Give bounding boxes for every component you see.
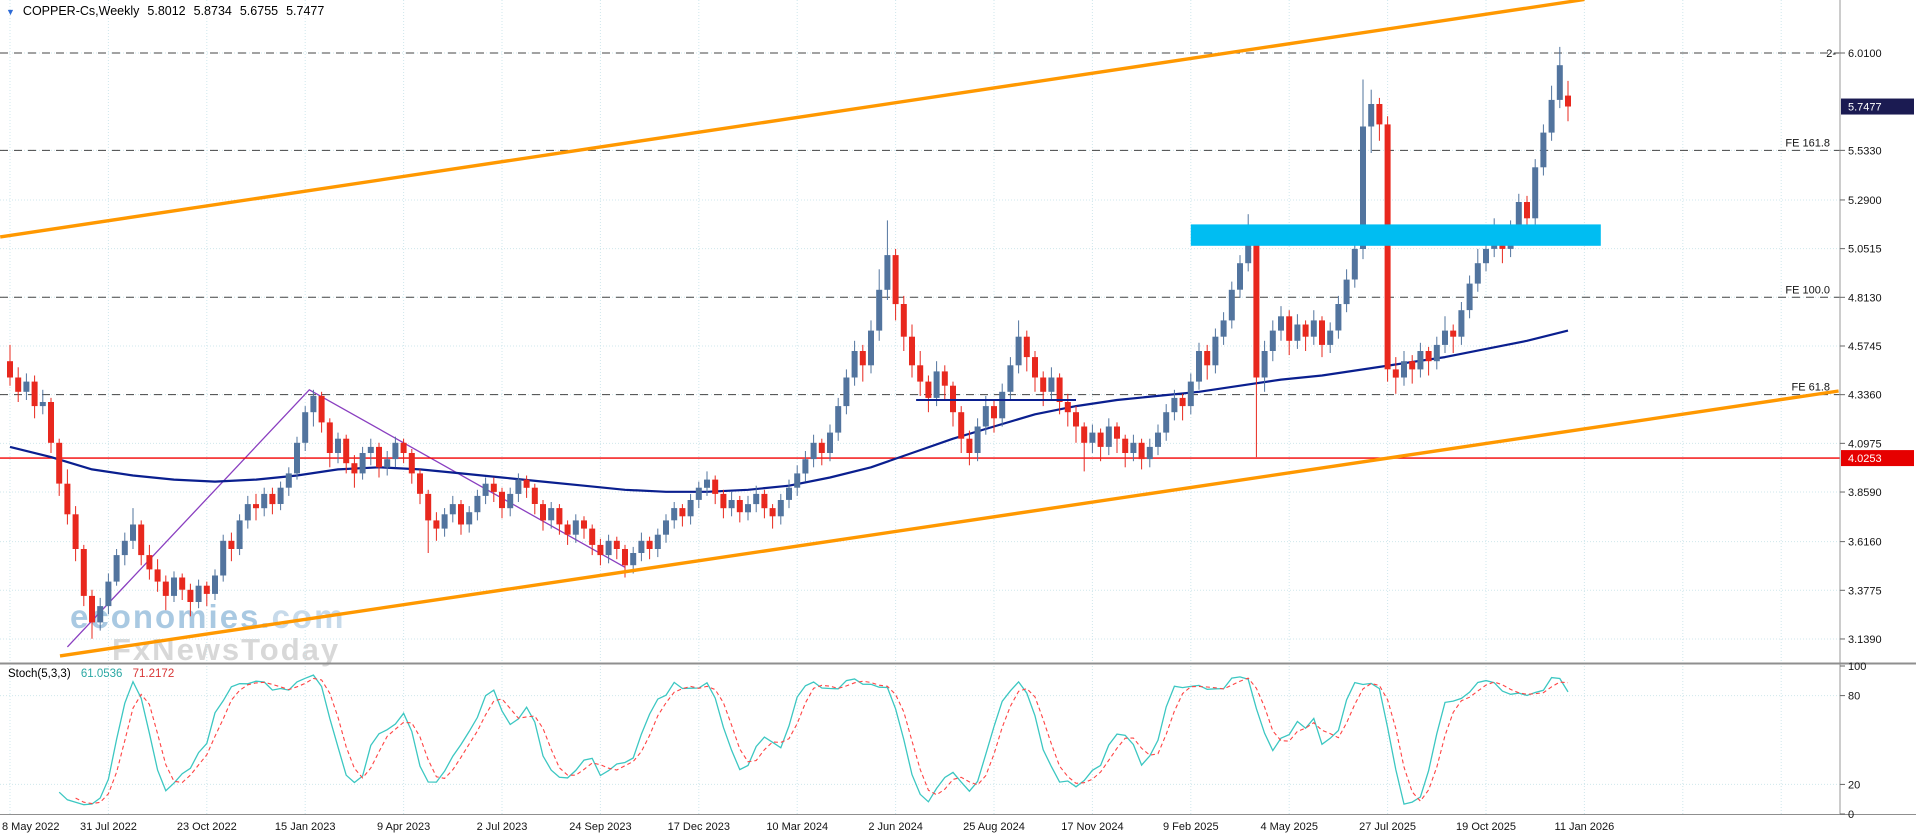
- svg-text:10 Mar 2024: 10 Mar 2024: [766, 821, 828, 833]
- quote-close: 5.7477: [286, 4, 325, 18]
- quote-open: 5.8012: [147, 4, 186, 18]
- svg-text:FE 100.0: FE 100.0: [1785, 284, 1830, 296]
- svg-text:2 Jul 2023: 2 Jul 2023: [477, 821, 528, 833]
- svg-text:5.0515: 5.0515: [1848, 244, 1882, 256]
- svg-text:11 Jan 2026: 11 Jan 2026: [1555, 821, 1615, 833]
- svg-text:FE 61.8: FE 61.8: [1791, 382, 1830, 394]
- stoch-k-value: 61.0536: [80, 668, 123, 680]
- svg-text:31 Jul 2022: 31 Jul 2022: [80, 821, 137, 833]
- svg-text:23 Oct 2022: 23 Oct 2022: [177, 821, 237, 833]
- stoch-axis[interactable]: 100 80 20 0: [1840, 661, 1866, 821]
- analysis-objects-front: FE 161.8 FE 100.0 FE 61.8 2-: [0, 0, 1839, 658]
- svg-text:17 Dec 2023: 17 Dec 2023: [668, 821, 730, 833]
- svg-text:20: 20: [1848, 779, 1860, 791]
- svg-text:5.2900: 5.2900: [1848, 195, 1882, 207]
- price-axis[interactable]: 6.0100 5.5330 5.2900 5.0515 4.8130 4.5745 4.33…: [1840, 48, 1914, 646]
- svg-text:2-: 2-: [1826, 48, 1836, 60]
- svg-text:4.0253: 4.0253: [1848, 453, 1882, 465]
- svg-text:4.5745: 4.5745: [1848, 341, 1882, 353]
- candles[interactable]: [7, 46, 1571, 639]
- svg-text:80: 80: [1848, 691, 1860, 703]
- svg-text:6.0100: 6.0100: [1848, 48, 1882, 60]
- svg-text:17 Nov 2024: 17 Nov 2024: [1061, 821, 1123, 833]
- grid-lines: [0, 0, 1840, 814]
- svg-text:4 May 2025: 4 May 2025: [1260, 821, 1317, 833]
- svg-text:3.3775: 3.3775: [1848, 585, 1882, 597]
- svg-text:4.0975: 4.0975: [1848, 438, 1882, 450]
- stoch-d-value: 71.2172: [132, 668, 175, 680]
- time-axis[interactable]: 8 May 2022 31 Jul 2022 23 Oct 2022 15 Jan 2…: [2, 821, 1614, 833]
- symbol-marker-icon[interactable]: ▼: [6, 7, 15, 17]
- svg-text:4.8130: 4.8130: [1848, 292, 1882, 304]
- svg-text:4.3360: 4.3360: [1848, 390, 1882, 402]
- svg-text:0: 0: [1848, 809, 1854, 821]
- stoch-indicator-label: Stoch(5,3,3) 61.0536 71.2172: [8, 668, 174, 680]
- svg-text:9 Feb 2025: 9 Feb 2025: [1163, 821, 1219, 833]
- svg-text:8 May 2022: 8 May 2022: [2, 821, 59, 833]
- svg-text:25 Aug 2024: 25 Aug 2024: [963, 821, 1025, 833]
- symbol-timeframe-label: COPPER-Cs,Weekly: [22, 4, 140, 18]
- svg-text:9 Apr 2023: 9 Apr 2023: [377, 821, 430, 833]
- quote-low: 5.6755: [239, 4, 279, 18]
- chart-title: ▼ COPPER-Cs,Weekly 5.8012 5.8734 5.6755 …: [6, 4, 324, 18]
- svg-text:2 Jun 2024: 2 Jun 2024: [868, 821, 922, 833]
- svg-text:27 Jul 2025: 27 Jul 2025: [1359, 821, 1416, 833]
- svg-text:100: 100: [1848, 661, 1866, 673]
- svg-text:19 Oct 2025: 19 Oct 2025: [1456, 821, 1516, 833]
- stoch-name: Stoch(5,3,3): [8, 668, 71, 680]
- svg-text:3.1390: 3.1390: [1848, 634, 1882, 646]
- svg-text:3.8590: 3.8590: [1848, 487, 1882, 499]
- svg-text:15 Jan 2023: 15 Jan 2023: [275, 821, 336, 833]
- svg-text:5.5330: 5.5330: [1848, 145, 1882, 157]
- quote-high: 5.8734: [193, 4, 232, 18]
- svg-text:5.7477: 5.7477: [1848, 102, 1882, 114]
- svg-text:3.6160: 3.6160: [1848, 537, 1882, 549]
- analysis-objects-back: [0, 52, 1840, 648]
- stoch-pane[interactable]: [58, 674, 1569, 806]
- svg-text:24 Sep 2023: 24 Sep 2023: [569, 821, 631, 833]
- svg-text:FE 161.8: FE 161.8: [1785, 137, 1830, 149]
